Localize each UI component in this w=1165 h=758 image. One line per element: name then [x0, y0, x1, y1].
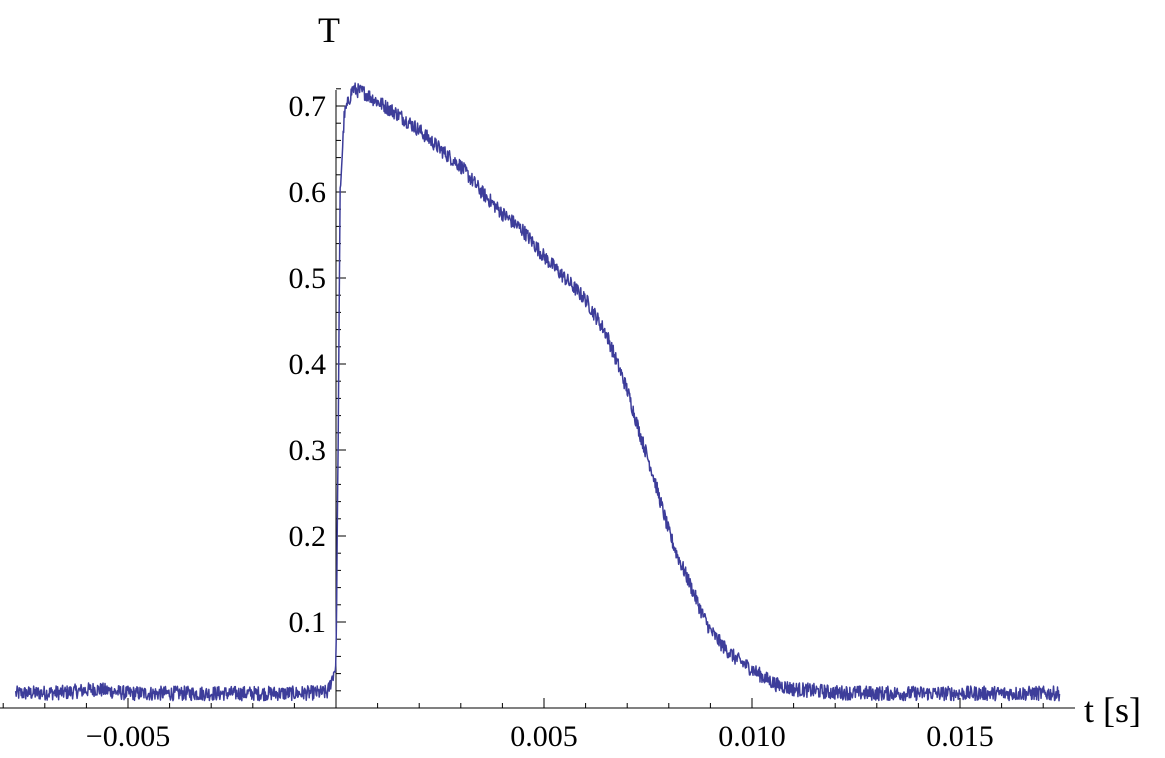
- y-tick-label: 0.7: [289, 90, 327, 123]
- y-tick-label: 0.1: [289, 606, 327, 639]
- y-tick-label: 0.4: [289, 348, 327, 381]
- series-line-0: [14, 82, 1061, 702]
- x-tick-label: −0.005: [86, 720, 170, 753]
- x-axis-title: t [s]: [1084, 690, 1141, 730]
- y-axis-title: T: [318, 10, 340, 50]
- x-tick-label: 0.005: [510, 720, 578, 753]
- x-tick-label: 0.010: [718, 720, 786, 753]
- x-tick-label: 0.015: [926, 720, 994, 753]
- y-tick-label: 0.5: [289, 262, 327, 295]
- y-tick-label: 0.2: [289, 520, 327, 553]
- series-layer: [14, 82, 1061, 702]
- ticks: −0.005 0.005 0.010 0.015 0.1 0.2 0.3 0.4 0.5 0.6 0…: [2, 88, 1044, 753]
- axes: [0, 90, 1075, 709]
- y-tick-label: 0.3: [289, 434, 327, 467]
- y-tick-label: 0.6: [289, 176, 327, 209]
